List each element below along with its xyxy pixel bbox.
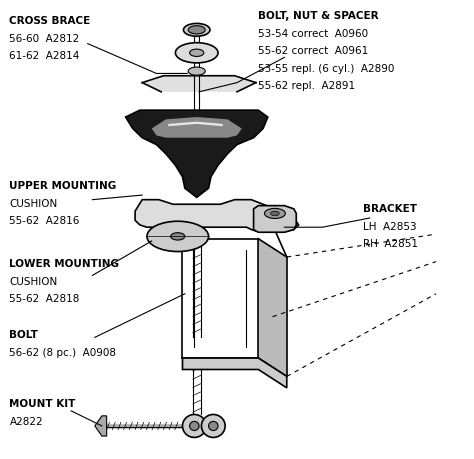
Text: LOWER MOUNTING: LOWER MOUNTING xyxy=(9,259,119,269)
Text: 53-54 correct  A0960: 53-54 correct A0960 xyxy=(258,29,368,39)
Text: RH  A2851: RH A2851 xyxy=(363,239,418,249)
Ellipse shape xyxy=(147,221,209,252)
Ellipse shape xyxy=(190,49,204,56)
Text: 55-62  A2816: 55-62 A2816 xyxy=(9,216,80,226)
Ellipse shape xyxy=(201,414,225,437)
Polygon shape xyxy=(142,76,256,92)
Ellipse shape xyxy=(190,421,199,431)
Text: 55-62 correct  A0961: 55-62 correct A0961 xyxy=(258,46,369,56)
Text: CUSHION: CUSHION xyxy=(9,199,58,209)
Polygon shape xyxy=(126,110,268,197)
Ellipse shape xyxy=(182,414,206,437)
Ellipse shape xyxy=(264,208,285,218)
Text: 53-55 repl. (6 cyl.)  A2890: 53-55 repl. (6 cyl.) A2890 xyxy=(258,64,395,74)
Text: A2822: A2822 xyxy=(9,417,43,427)
Ellipse shape xyxy=(209,421,218,431)
Ellipse shape xyxy=(271,211,279,216)
Text: BRACKET: BRACKET xyxy=(363,204,417,214)
Ellipse shape xyxy=(183,23,210,36)
Text: BOLT: BOLT xyxy=(9,330,38,341)
Text: 55-62 repl.  A2891: 55-62 repl. A2891 xyxy=(258,81,356,91)
Text: 56-62 (8 pc.)  A0908: 56-62 (8 pc.) A0908 xyxy=(9,348,117,358)
Text: LH  A2853: LH A2853 xyxy=(363,222,416,232)
Polygon shape xyxy=(95,416,107,436)
Text: MOUNT KIT: MOUNT KIT xyxy=(9,399,76,409)
Text: CUSHION: CUSHION xyxy=(9,277,58,287)
Ellipse shape xyxy=(175,43,218,63)
Polygon shape xyxy=(254,206,296,232)
Polygon shape xyxy=(152,117,242,138)
Ellipse shape xyxy=(188,26,205,34)
Text: CROSS BRACE: CROSS BRACE xyxy=(9,16,91,26)
Polygon shape xyxy=(135,200,299,232)
Ellipse shape xyxy=(171,233,185,240)
Ellipse shape xyxy=(188,67,205,75)
Polygon shape xyxy=(168,122,223,126)
Polygon shape xyxy=(258,239,287,376)
Text: BOLT, NUT & SPACER: BOLT, NUT & SPACER xyxy=(258,11,379,22)
Text: 55-62  A2818: 55-62 A2818 xyxy=(9,294,80,304)
Polygon shape xyxy=(182,358,287,388)
Text: 61-62  A2814: 61-62 A2814 xyxy=(9,51,80,61)
Text: UPPER MOUNTING: UPPER MOUNTING xyxy=(9,181,117,191)
Text: 56-60  A2812: 56-60 A2812 xyxy=(9,34,80,44)
